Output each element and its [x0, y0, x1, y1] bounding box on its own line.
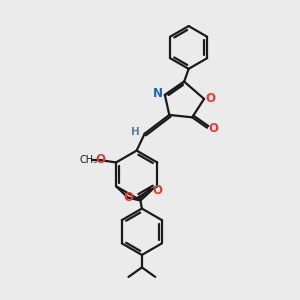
Text: N: N: [153, 87, 163, 100]
Text: O: O: [206, 92, 216, 105]
Text: O: O: [153, 184, 163, 196]
Text: H: H: [131, 127, 140, 137]
Text: O: O: [123, 191, 133, 204]
Text: O: O: [95, 153, 105, 166]
Text: O: O: [208, 122, 218, 135]
Text: CH₃: CH₃: [80, 155, 98, 165]
